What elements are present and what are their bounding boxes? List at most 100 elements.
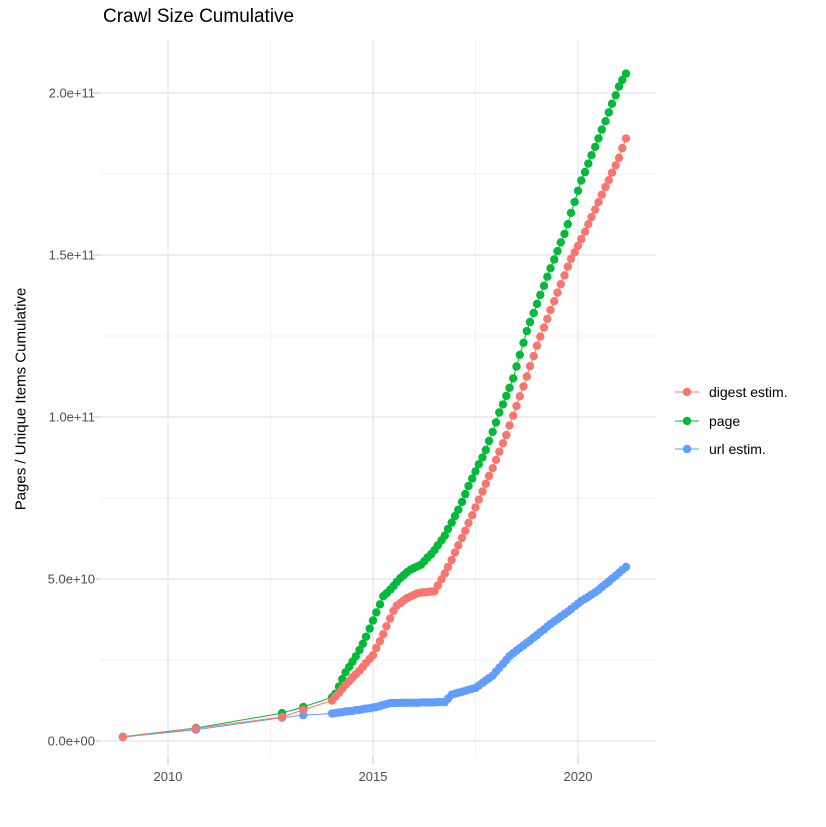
data-point [566,208,576,218]
data-point [591,142,600,151]
data-point [512,362,521,371]
data-point [361,632,371,641]
data-point [433,581,442,590]
data-point [536,290,545,300]
data-point [484,436,494,446]
data-point [525,361,535,371]
data-point [351,652,360,661]
data-point [375,637,385,646]
data-point [386,614,395,623]
data-point [584,159,593,168]
data-point [577,234,586,244]
data-point [607,168,617,177]
legend-key-icon [675,416,699,425]
data-point [532,341,542,350]
data-point [512,401,521,411]
data-point [382,622,391,631]
data-point [621,69,631,78]
data-point [563,262,572,271]
data-point [277,712,287,722]
data-point [515,392,524,401]
legend-key-icon [675,445,699,454]
data-point [355,645,364,655]
data-point [546,305,555,315]
data-point [546,264,555,273]
data-point [556,238,565,247]
y-tick-label: 0.0e+00 [47,733,95,749]
data-point [191,724,201,733]
y-tick-label: 5.0e+10 [47,571,95,587]
data-point [368,650,378,660]
data-point [594,134,603,143]
data-point [607,99,617,108]
data-point [553,288,562,297]
data-point [379,629,388,639]
data-point [597,125,606,134]
data-point [488,464,497,473]
data-point [461,489,470,499]
x-tick-label: 2010 [153,769,183,784]
chart-title: Crawl Size Cumulative [103,6,295,27]
data-point [580,167,590,177]
data-point [560,229,569,239]
data-point [584,220,593,229]
data-point [505,383,514,392]
data-point [587,212,596,222]
data-point [457,497,467,507]
data-point [556,280,565,289]
data-point [495,447,504,456]
data-point [543,272,552,281]
series-line [122,73,627,738]
data-point [478,453,487,462]
data-point [519,382,528,391]
data-point [550,297,559,306]
data-point [525,317,535,327]
data-point [443,524,453,534]
data-point [491,455,501,464]
data-point [375,600,385,609]
y-tick-label: 1.5e+11 [48,247,95,263]
data-point [560,271,569,280]
data-point [454,541,463,550]
data-point [563,220,572,229]
data-point [614,153,624,162]
data-point [505,421,514,430]
series-digest-estim [118,134,631,742]
data-point [368,616,378,625]
data-point [587,151,596,160]
data-point [468,474,477,483]
data-point [471,467,480,476]
data-point [372,608,381,617]
data-point [502,430,511,440]
data-point [509,411,518,420]
data-point [570,248,579,257]
x-tick-label: 2020 [563,769,593,784]
data-point [550,255,559,264]
data-point [539,281,549,290]
series-url-estim [118,562,631,742]
legend-item-label: url estim. [709,441,766,458]
data-point [543,314,552,323]
data-point [454,505,463,514]
data-point [621,134,631,143]
legend-item-label: digest estim. [709,384,788,401]
data-point [457,533,467,543]
data-point [522,326,531,336]
data-point [601,182,610,192]
data-point [529,351,538,361]
data-point [604,108,613,117]
data-point [478,487,487,496]
data-point [484,471,494,481]
data-point [464,481,473,491]
data-point [447,555,456,565]
data-point [299,705,308,715]
data-point [591,205,600,214]
data-point [573,186,583,195]
legend: digest estim. page url estim. [674,378,788,464]
data-point [481,479,490,488]
series-page [118,69,631,741]
legend-item-label: page [709,412,741,429]
data-point [539,323,549,332]
data-point [461,526,470,535]
